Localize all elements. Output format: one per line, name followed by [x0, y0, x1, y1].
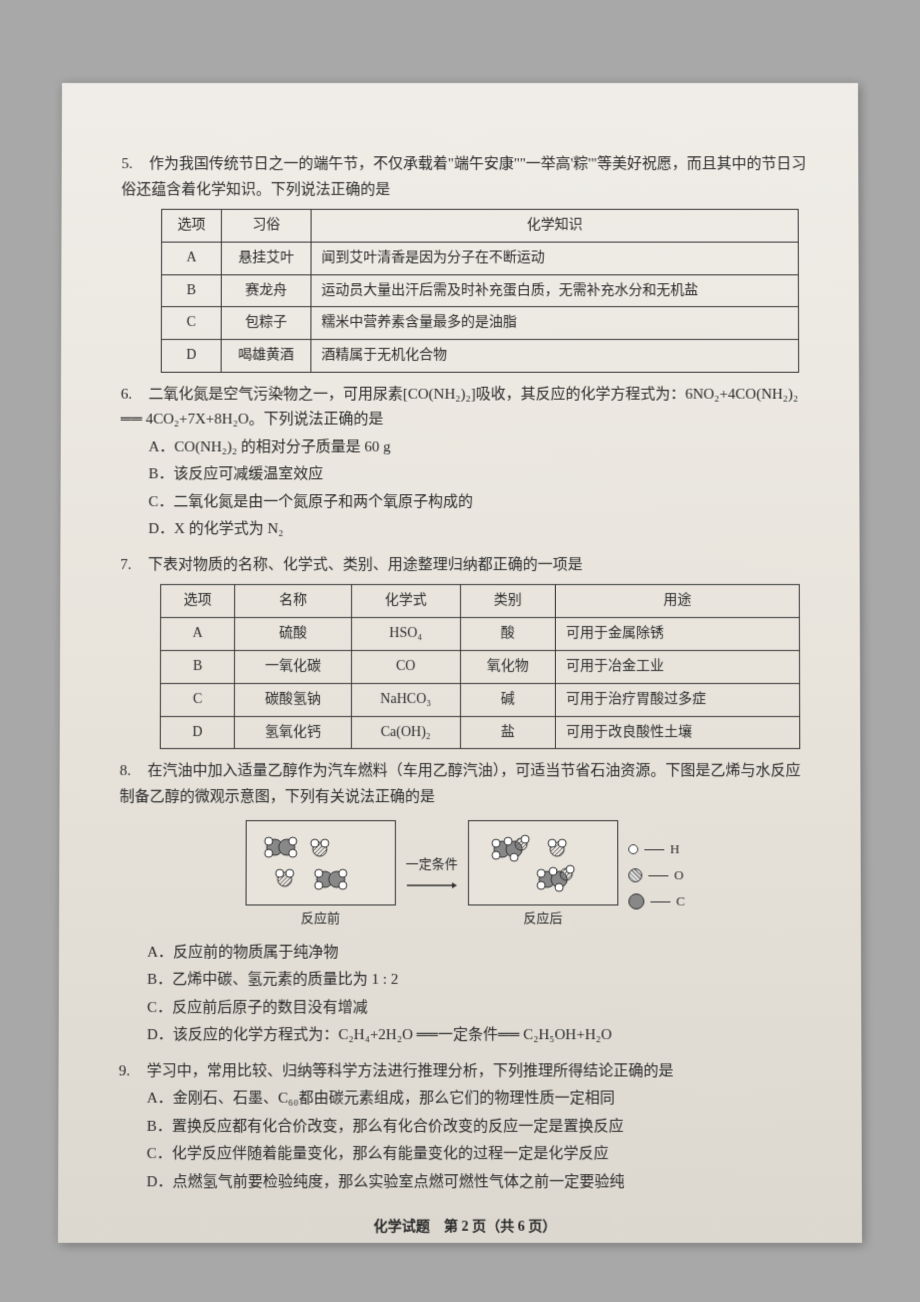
q8-number: 8. — [120, 760, 144, 786]
legend-c: C — [628, 888, 685, 914]
before-box — [245, 821, 395, 906]
table-row: C碳酸氢钠NaHCO₃碱可用于治疗胃酸过多症 — [160, 683, 799, 716]
q6-text: 二氧化氮是空气污染物之一，可用尿素[CO(NH₂)₂]吸收，其反应的化学方程式为… — [121, 387, 799, 428]
after-group: 反应后 — [468, 821, 618, 930]
th: 选项 — [162, 209, 222, 242]
table-row: B赛龙舟运动员大量出汗后需及时补充蛋白质，无需补充水分和无机盐 — [161, 274, 798, 307]
option-b: B．乙烯中碳、氢元素的质量比为 1 : 2 — [147, 968, 811, 994]
table-row: D喝雄黄酒酒精属于无机化合物 — [161, 340, 798, 373]
q6-options: A．CO(NH₂)₂ 的相对分子质量是 60 g B．该反应可减缓温室效应 C．… — [120, 435, 809, 543]
question-7: 7. 下表对物质的名称、化学式、类别、用途整理归纳都正确的一项是 选项 名称 化… — [120, 553, 811, 749]
question-8: 8. 在汽油中加入适量乙醇作为汽车燃料（车用乙醇汽油），可适当节省石油资源。下图… — [119, 760, 811, 1049]
arrow-label: 一定条件 — [406, 853, 458, 897]
atom-legend: H O C — [628, 836, 685, 914]
molecules-before-icon — [254, 830, 404, 900]
q7-text: 下表对物质的名称、化学式、类别、用途整理归纳都正确的一项是 — [148, 557, 583, 573]
q9-number: 9. — [119, 1059, 143, 1085]
option-d: D．X 的化学式为 N₂ — [148, 518, 809, 543]
q9-options: A．金刚石、石墨、C₆₀都由碳元素组成，那么它们的物理性质一定相同 B．置换反应… — [118, 1087, 811, 1196]
legend-o: O — [628, 862, 685, 888]
q7-table: 选项 名称 化学式 类别 用途 A硫酸HSO₄酸可用于金属除锈 B一氧化碳CO氧… — [160, 585, 801, 750]
option-b: B．置换反应都有化合价改变，那么有化合价改变的反应一定是置换反应 — [147, 1114, 812, 1140]
option-d: D．点燃氢气前要检验纯度，那么实验室点燃可燃性气体之前一定要验纯 — [147, 1170, 812, 1196]
option-d: D．该反应的化学方程式为：C₂H₄+2H₂O ══一定条件══ C₂H₅OH+H… — [147, 1023, 811, 1049]
table-row: A悬挂艾叶闻到艾叶清香是因为分子在不断运动 — [162, 242, 799, 275]
th: 化学知识 — [311, 209, 798, 242]
q5-text: 作为我国传统节日之一的端午节，不仅承载着"端午安康""一举高'粽'"等美好祝愿，… — [121, 156, 806, 197]
c-atom-icon — [628, 893, 644, 909]
th: 习俗 — [221, 209, 311, 242]
q8-options: A．反应前的物质属于纯净物 B．乙烯中碳、氢元素的质量比为 1 : 2 C．反应… — [119, 940, 811, 1049]
before-group: 反应前 — [245, 821, 395, 930]
question-5: 5. 作为我国传统节日之一的端午节，不仅承载着"端午安康""一举高'粽'"等美好… — [121, 152, 809, 372]
exam-page: 5. 作为我国传统节日之一的端午节，不仅承载着"端午安康""一举高'粽'"等美好… — [58, 83, 862, 1243]
arrow-icon — [407, 880, 457, 890]
table-row: B一氧化碳CO氧化物可用于冶金工业 — [160, 651, 799, 684]
q5-table: 选项 习俗 化学知识 A悬挂艾叶闻到艾叶清香是因为分子在不断运动 B赛龙舟运动员… — [161, 209, 799, 373]
question-9: 9. 学习中，常用比较、归纳等科学方法进行推理分析，下列推理所得结论正确的是 A… — [118, 1059, 811, 1196]
q7-number: 7. — [120, 553, 144, 578]
option-a: A．CO(NH₂)₂ 的相对分子质量是 60 g — [149, 435, 810, 460]
table-row: D氢氧化钙Ca(OH)₂盐可用于改良酸性土壤 — [160, 716, 799, 749]
table-header-row: 选项 习俗 化学知识 — [162, 209, 799, 242]
page-footer: 化学试题 第 2 页（共 6 页） — [118, 1216, 811, 1240]
option-a: A．金刚石、石墨、C₆₀都由碳元素组成，那么它们的物理性质一定相同 — [147, 1087, 812, 1113]
after-label: 反应后 — [468, 908, 618, 930]
q5-number: 5. — [121, 152, 145, 177]
option-c: C．化学反应伴随着能量变化，那么有能量变化的过程一定是化学反应 — [147, 1142, 812, 1168]
table-row: C包粽子糯米中营养素含量最多的是油脂 — [161, 307, 798, 340]
molecules-after-icon — [477, 830, 627, 900]
q8-text: 在汽油中加入适量乙醇作为汽车燃料（车用乙醇汽油），可适当节省石油资源。下图是乙烯… — [120, 764, 801, 806]
q9-text: 学习中，常用比较、归纳等科学方法进行推理分析，下列推理所得结论正确的是 — [147, 1063, 674, 1079]
after-box — [468, 821, 618, 906]
o-atom-icon — [628, 868, 642, 882]
option-c: C．反应前后原子的数目没有增减 — [147, 995, 811, 1021]
q6-number: 6. — [121, 383, 145, 408]
option-a: A．反应前的物质属于纯净物 — [147, 940, 811, 966]
table-header-row: 选项 名称 化学式 类别 用途 — [161, 585, 800, 618]
legend-h: H — [628, 836, 685, 862]
option-c: C．二氧化氮是由一个氮原子和两个氧原子构成的 — [148, 490, 809, 515]
option-b: B．该反应可减缓温室效应 — [148, 463, 809, 488]
h-atom-icon — [628, 844, 638, 854]
table-row: A硫酸HSO₄酸可用于金属除锈 — [161, 618, 800, 651]
question-6: 6. 二氧化氮是空气污染物之一，可用尿素[CO(NH₂)₂]吸收，其反应的化学方… — [120, 383, 809, 543]
reaction-diagram: 反应前 一定条件 — [119, 821, 811, 930]
before-label: 反应前 — [245, 908, 395, 930]
